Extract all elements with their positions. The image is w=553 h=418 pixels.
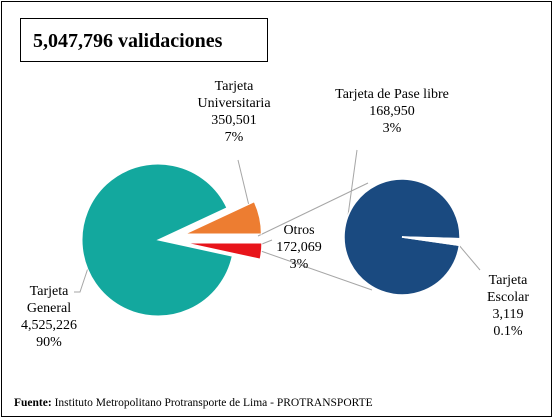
label-value: 3,119: [492, 307, 524, 322]
label-value: 350,501: [211, 113, 257, 128]
label-name: Tarjeta de Pase libre: [335, 87, 449, 102]
label-percent: 3%: [289, 257, 309, 272]
label-name: Tarjeta Escolar: [487, 273, 529, 305]
chart-title: 5,047,796 validaciones: [20, 18, 268, 62]
pie-slice: [401, 236, 461, 247]
label-name: Otros: [283, 223, 315, 238]
source-text: Instituto Metropolitano Protransporte de…: [54, 397, 373, 409]
label-name: Tarjeta Universitaria: [197, 79, 271, 111]
label-value: 4,525,226: [21, 318, 77, 333]
pie-slice: [185, 201, 262, 235]
label-value: 168,950: [369, 104, 415, 119]
pie-slice: [185, 242, 263, 260]
label-universitaria: Tarjeta Universitaria 350,501 7%: [188, 78, 280, 146]
connector: [257, 182, 369, 237]
label-value: 172,069: [276, 240, 322, 255]
label-otros: Otros 172,069 3%: [268, 222, 330, 273]
label-percent: 3%: [382, 121, 402, 136]
label-percent: 7%: [224, 130, 244, 145]
pie-slice: [81, 163, 233, 317]
leader: [74, 261, 91, 293]
leader: [457, 243, 481, 271]
source: Fuente: Instituto Metropolitano Protrans…: [14, 397, 373, 409]
label-name: Tarjeta General: [26, 284, 72, 316]
source-label: Fuente:: [14, 397, 52, 409]
label-general: Tarjeta General 4,525,226 90%: [14, 283, 84, 351]
label-percent: 90%: [36, 335, 62, 350]
leader: [261, 239, 273, 245]
label-pase-libre: Tarjeta de Pase libre 168,950 3%: [308, 86, 476, 137]
label-escolar: Tarjeta Escolar 3,119 0.1%: [476, 272, 540, 340]
label-percent: 0.1%: [493, 324, 523, 339]
connector: [257, 249, 373, 291]
leader-lines: [74, 149, 481, 293]
leader: [237, 159, 251, 211]
